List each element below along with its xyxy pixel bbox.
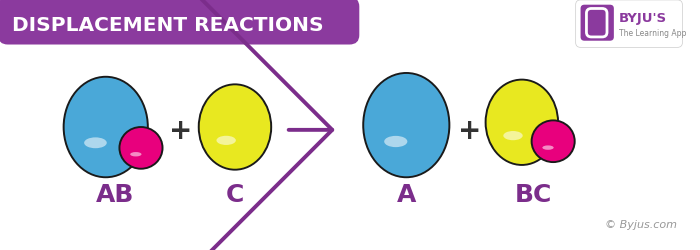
Text: BYJU'S: BYJU'S bbox=[619, 12, 667, 25]
Text: A: A bbox=[397, 182, 416, 206]
Text: © Byjus.com: © Byjus.com bbox=[606, 220, 678, 230]
Ellipse shape bbox=[63, 76, 149, 178]
Ellipse shape bbox=[198, 84, 272, 171]
Ellipse shape bbox=[120, 128, 162, 168]
Text: AB: AB bbox=[97, 182, 134, 206]
Text: The Learning App: The Learning App bbox=[619, 28, 686, 38]
Ellipse shape bbox=[64, 78, 147, 176]
Ellipse shape bbox=[484, 79, 559, 166]
Ellipse shape bbox=[533, 122, 574, 162]
Ellipse shape bbox=[130, 152, 141, 157]
Ellipse shape bbox=[364, 74, 449, 176]
FancyBboxPatch shape bbox=[580, 6, 614, 42]
Ellipse shape bbox=[486, 81, 557, 164]
Ellipse shape bbox=[199, 86, 270, 169]
Ellipse shape bbox=[362, 73, 450, 178]
Ellipse shape bbox=[503, 132, 523, 141]
Ellipse shape bbox=[118, 126, 164, 170]
Text: BC: BC bbox=[515, 182, 552, 206]
FancyBboxPatch shape bbox=[575, 1, 682, 48]
Ellipse shape bbox=[84, 138, 107, 148]
Text: C: C bbox=[226, 182, 244, 206]
FancyBboxPatch shape bbox=[0, 0, 359, 45]
Text: +: + bbox=[458, 116, 482, 144]
Ellipse shape bbox=[531, 120, 575, 164]
Text: +: + bbox=[169, 116, 193, 144]
Ellipse shape bbox=[216, 136, 236, 145]
Text: DISPLACEMENT REACTIONS: DISPLACEMENT REACTIONS bbox=[12, 16, 323, 35]
Ellipse shape bbox=[542, 146, 554, 150]
Ellipse shape bbox=[384, 136, 407, 147]
